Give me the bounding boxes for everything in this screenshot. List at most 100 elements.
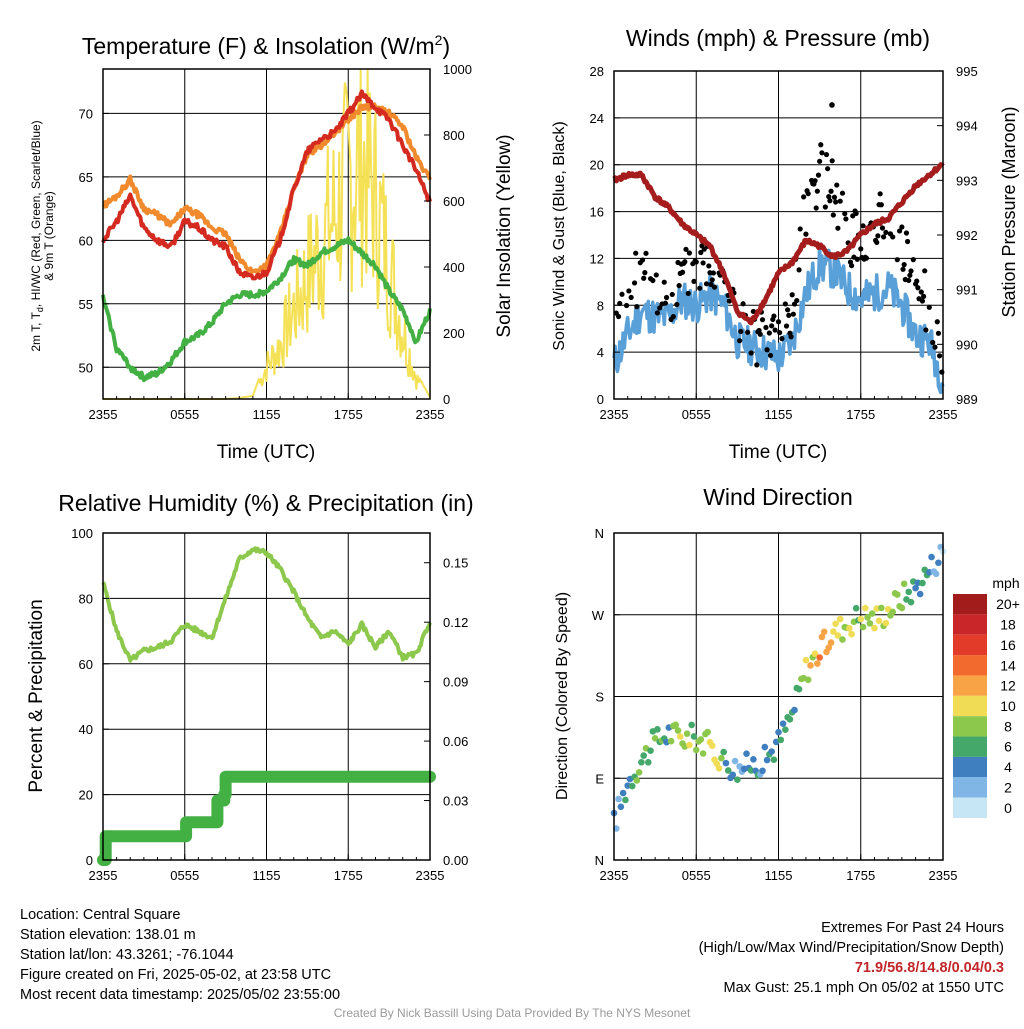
gust-point <box>662 300 669 306</box>
gust-point <box>926 304 932 310</box>
direction-point <box>763 756 771 764</box>
gust-point <box>757 331 763 337</box>
direction-point <box>878 604 885 612</box>
direction-point <box>905 588 913 596</box>
y2-tick-label: 990 <box>956 337 978 352</box>
insolation-y-axis-label: Solar Insolation (Yellow) <box>494 134 515 337</box>
gust-point <box>643 250 649 256</box>
y-tick-label: S <box>595 690 604 705</box>
gust-point <box>877 191 883 197</box>
direction-point <box>635 769 643 776</box>
direction-y-axis-label: Direction (Colored By Speed) <box>554 592 571 800</box>
direction-point <box>932 570 940 578</box>
direction-point <box>795 685 803 693</box>
winds-plot-frame <box>613 70 944 400</box>
gust-point <box>783 323 790 329</box>
gust-point <box>771 313 777 319</box>
y-tick-label: 4 <box>597 345 604 360</box>
direction-point <box>907 598 915 606</box>
gust-point <box>788 334 794 340</box>
y-tick-label: 80 <box>79 591 93 606</box>
gust-point <box>661 279 667 285</box>
direction-point <box>912 584 919 592</box>
gust-point <box>764 347 770 353</box>
direction-point <box>866 620 874 627</box>
gust-point <box>920 293 927 299</box>
x-tick-label: 1755 <box>334 407 363 422</box>
direction-point <box>676 733 684 740</box>
gust-point <box>676 283 682 289</box>
direction-point <box>832 620 839 628</box>
x-tick-label: 1155 <box>253 868 281 883</box>
x-tick-label: 1155 <box>253 407 281 422</box>
direction-point <box>816 654 823 661</box>
x-tick-label: 2355 <box>600 407 629 422</box>
direction-point <box>724 767 732 774</box>
gust-point <box>759 317 766 323</box>
gust-point <box>900 266 906 272</box>
y-tick-label: 28 <box>590 64 604 79</box>
latlon-text: Station lat/lon: 43.3261; -76.1044 <box>20 947 234 963</box>
gust-point <box>748 350 754 356</box>
direction-point <box>811 650 819 657</box>
humidity-chart-title: Relative Humidity (%) & Precipitation (i… <box>58 490 473 516</box>
humidity-panel: Relative Humidity (%) & Precipitation (i… <box>26 490 474 883</box>
direction-point <box>777 736 785 744</box>
y2-tick-label: 0 <box>443 392 450 407</box>
pressure-line <box>612 162 945 326</box>
gust-point <box>615 313 622 320</box>
gust-point <box>775 319 782 325</box>
temperature-y-axis-label-line2: & 9m T (Orange) <box>42 191 56 281</box>
direction-point <box>743 750 750 757</box>
gust-point <box>737 338 743 344</box>
gust-point <box>831 194 838 200</box>
temperature-ticks: 2355 0555 1155 1755 2355 50 55 60 65 70 0 200 400 600… <box>79 62 472 422</box>
direction-point <box>779 720 787 727</box>
gust-point <box>834 182 840 188</box>
gust-point <box>710 270 716 276</box>
direction-point <box>928 553 935 561</box>
direction-point <box>688 721 695 729</box>
winds-chart-title: Winds (mph) & Pressure (mb) <box>626 25 930 51</box>
gust-point <box>769 323 775 329</box>
direction-point <box>935 559 942 567</box>
temperature-y-axis-label: 2m T, Td, HI/WC (Red, Green, Scarlet/Blu… <box>29 120 45 351</box>
direction-point <box>640 752 648 759</box>
gust-point <box>854 256 860 262</box>
y-tick-label: 55 <box>79 297 93 312</box>
precipitation-line <box>97 770 436 866</box>
gust-point <box>633 250 639 256</box>
direction-point <box>871 624 878 632</box>
y2-tick-label: 994 <box>956 119 978 134</box>
colorbar-label: 6 <box>1004 739 1012 755</box>
gust-point <box>750 308 756 315</box>
temperature-plot-frame <box>102 68 431 400</box>
gust-point <box>642 270 648 276</box>
y2-tick-label: 993 <box>956 173 978 188</box>
gust-point <box>639 257 646 263</box>
direction-point <box>722 759 730 767</box>
colorbar-swatch <box>953 736 987 757</box>
gust-point <box>935 330 942 336</box>
y-tick-label: 70 <box>79 106 93 121</box>
direction-point <box>720 748 727 756</box>
gust-point <box>691 278 697 284</box>
pressure-y-axis-label: Station Pressure (Maroon) <box>999 106 1019 317</box>
gust-point <box>858 246 864 252</box>
gust-point <box>934 319 940 325</box>
gust-point <box>786 312 792 318</box>
gust-point <box>827 198 833 204</box>
winds-y-axis-label: Sonic Wind & Gust (Blue, Black) <box>551 121 568 350</box>
gust-point <box>700 260 706 266</box>
gust-point <box>875 233 881 239</box>
colorbar-swatch <box>953 797 987 818</box>
y-tick-label: 65 <box>79 170 93 185</box>
gust-point <box>693 259 699 265</box>
direction-point <box>807 662 814 669</box>
y-tick-label: N <box>595 526 604 541</box>
colorbar-swatch <box>953 675 987 696</box>
gust-point <box>904 238 911 245</box>
temperature-x-axis-label: Time (UTC) <box>217 442 316 463</box>
gust-point <box>906 277 912 284</box>
